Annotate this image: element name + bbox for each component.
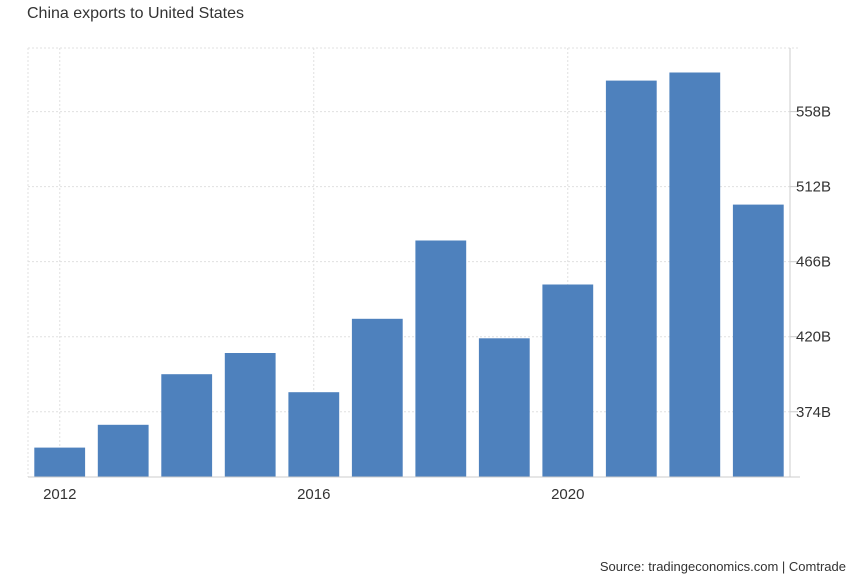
- source-text: Source: tradingeconomics.com | Comtrade: [599, 559, 846, 574]
- y-tick-label-4: 558B: [796, 104, 831, 121]
- chart-title: China exports to United States: [27, 5, 245, 22]
- y-tick-label-2: 466B: [796, 254, 831, 271]
- x-tick-label-2020: 2020: [551, 486, 584, 503]
- x-tick-label-2016: 2016: [297, 486, 330, 503]
- y-tick-label-3: 512B: [796, 179, 831, 196]
- y-axis-labels: 374B 420B 466B 512B 558B: [796, 104, 831, 421]
- x-tick-label-2012: 2012: [43, 486, 76, 503]
- bar-2022: [669, 72, 721, 477]
- bar-2023: [732, 204, 784, 477]
- bar-2015: [224, 353, 276, 477]
- bar-2019: [478, 338, 530, 477]
- bar-2017: [351, 318, 403, 477]
- x-axis-labels: 2012 2016 2020: [43, 486, 584, 503]
- axes: [28, 48, 800, 478]
- bar-2013: [97, 424, 149, 477]
- y-tick-label-0: 374B: [796, 404, 831, 421]
- bar-chart: 374B 420B 466B 512B 558B 2012 2016 2020: [27, 47, 831, 503]
- bars: [34, 72, 784, 477]
- bar-2020: [542, 284, 594, 477]
- bar-2021: [605, 80, 657, 477]
- bar-2012: [34, 447, 86, 477]
- bar-2016: [288, 392, 340, 477]
- y-tick-label-1: 420B: [796, 329, 831, 346]
- bar-2018: [415, 240, 467, 477]
- bar-2014: [161, 374, 213, 477]
